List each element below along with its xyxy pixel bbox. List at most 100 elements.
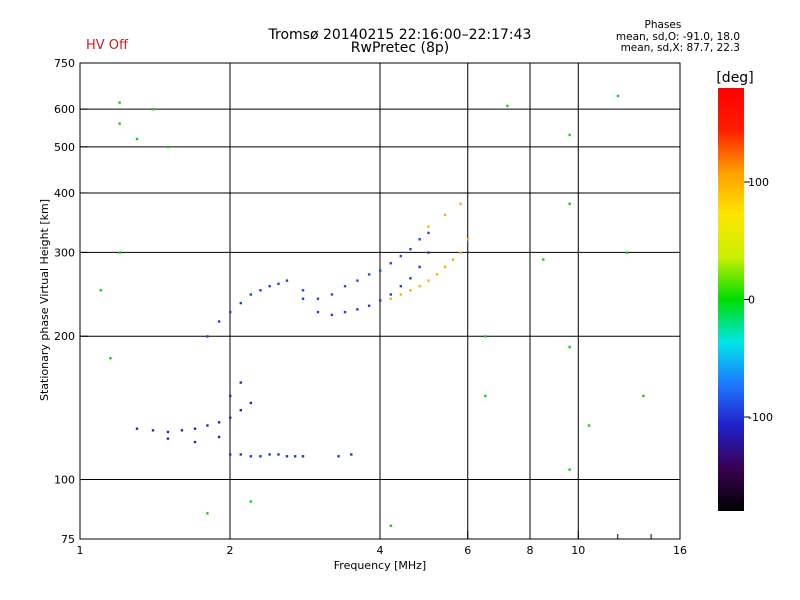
data-point — [229, 394, 232, 398]
y-tick-label: 750 — [54, 57, 75, 70]
y-tick-label: 100 — [54, 474, 75, 487]
data-point — [568, 468, 571, 471]
data-point — [293, 455, 297, 458]
data-point — [316, 297, 320, 300]
data-point — [427, 279, 430, 282]
data-point — [568, 345, 571, 349]
data-point — [399, 254, 403, 258]
data-point — [418, 285, 421, 288]
data-point — [239, 381, 242, 384]
colorbar-label: [deg] — [716, 70, 753, 86]
y-tick-label: 75 — [61, 533, 75, 546]
data-point — [217, 421, 221, 424]
data-point — [409, 277, 412, 280]
data-point — [135, 137, 139, 141]
data-point — [343, 285, 347, 288]
data-point — [277, 453, 280, 456]
grid — [80, 63, 680, 539]
x-tick-label: 1 — [77, 544, 84, 557]
data-point — [118, 101, 121, 104]
data-point — [166, 145, 170, 149]
data-point — [217, 320, 221, 323]
data-point — [459, 202, 462, 205]
data-point — [118, 251, 121, 254]
data-point — [330, 293, 334, 296]
data-point — [568, 202, 571, 205]
data-point — [206, 512, 209, 515]
x-axis: 1 2 4 6 8 10 16 — [77, 531, 687, 557]
data-point — [451, 258, 455, 261]
data-point — [367, 273, 371, 276]
data-point — [418, 238, 421, 241]
colorbar: [deg] 100 0 -100 — [716, 70, 773, 511]
data-point — [399, 293, 403, 296]
data-point — [389, 524, 392, 528]
data-point — [356, 308, 359, 311]
data-point — [443, 265, 447, 269]
x-tick-label: 10 — [571, 544, 585, 557]
data-point — [542, 258, 545, 261]
data-point — [427, 251, 430, 254]
data-point — [301, 455, 305, 458]
data-point — [109, 357, 112, 360]
data-point — [229, 310, 232, 314]
data-point — [259, 289, 262, 292]
data-point — [249, 293, 253, 296]
data-point — [249, 500, 253, 503]
x-tick-label: 8 — [527, 544, 534, 557]
colorbar-tick-label: 100 — [748, 176, 769, 189]
data-point — [285, 279, 289, 282]
data-point — [229, 416, 232, 419]
data-point — [587, 424, 591, 427]
data-point — [206, 424, 209, 427]
y-tick-label: 600 — [54, 103, 75, 116]
x-tick-label: 2 — [227, 544, 234, 557]
data-point — [356, 279, 359, 282]
data-point — [217, 435, 221, 439]
data-point — [367, 304, 371, 307]
data-point — [466, 238, 470, 241]
y-axis-label: Stationary phase Virtual Height [km] — [38, 199, 51, 401]
data-point — [435, 273, 439, 276]
data-point — [343, 310, 347, 314]
data-point — [249, 455, 253, 458]
data-point — [616, 94, 620, 98]
y-tick-label: 300 — [54, 246, 75, 259]
data-point — [506, 104, 509, 108]
data-point — [409, 248, 412, 251]
data-point — [268, 285, 271, 288]
data-point — [427, 231, 430, 235]
phase-stats-panel: Phases mean, sd,O: -91.0, 18.0 mean, sd,… — [615, 19, 740, 55]
data-point — [277, 282, 280, 285]
data-point — [459, 251, 462, 254]
data-point — [484, 335, 487, 338]
phase-stats-o: mean, sd,O: -91.0, 18.0 — [615, 30, 740, 43]
x-tick-label: 6 — [464, 544, 471, 557]
data-point — [316, 310, 320, 314]
colorbar-ramp — [718, 88, 744, 511]
data-point — [166, 430, 170, 434]
data-point — [389, 297, 392, 300]
data-point — [301, 297, 305, 300]
data-point — [229, 453, 232, 456]
data-point — [625, 251, 628, 254]
data-point — [239, 408, 242, 412]
data-point — [99, 289, 103, 292]
hv-status-label: HV Off — [86, 38, 128, 53]
data-point — [330, 313, 334, 317]
data-point — [151, 429, 155, 432]
data-point — [268, 453, 271, 456]
y-tick-label: 400 — [54, 187, 75, 200]
data-point — [193, 427, 197, 430]
data-point — [239, 301, 242, 305]
data-point — [409, 289, 412, 292]
data-point — [642, 394, 645, 398]
data-point — [135, 427, 139, 430]
phase-stats-title: Phases — [644, 19, 682, 31]
phase-stats-x: mean, sd,X: 87.7, 22.3 — [620, 42, 740, 54]
data-point — [337, 455, 340, 458]
data-point — [379, 299, 382, 302]
colorbar-tick-label: -100 — [748, 411, 773, 424]
colorbar-tick-label: 0 — [748, 294, 755, 307]
